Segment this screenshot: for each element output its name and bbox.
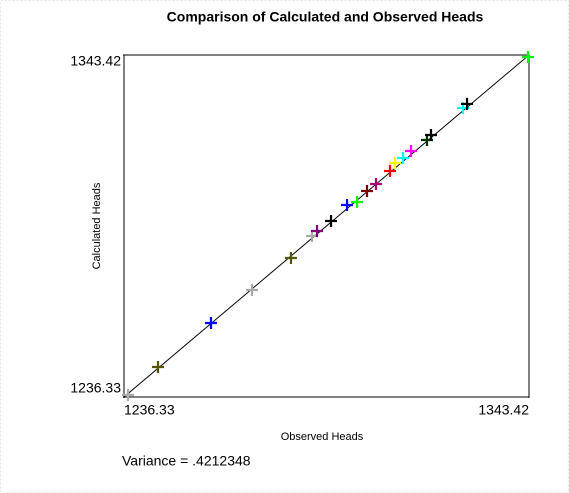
x-tick-label: 1236.33: [124, 402, 175, 418]
data-point: [325, 215, 338, 228]
data-point: [284, 252, 297, 265]
data-point: [151, 361, 164, 374]
chart-title: Comparison of Calculated and Observed He…: [167, 9, 484, 25]
data-point: [384, 165, 397, 178]
data-point: [351, 196, 364, 208]
data-point: [370, 178, 383, 191]
x-tick-label: 1343.42: [478, 402, 529, 418]
data-point: [389, 157, 402, 170]
data-point: [311, 224, 324, 237]
y-tick-label: 1343.42: [70, 53, 121, 69]
data-point: [405, 144, 418, 157]
data-point: [341, 199, 354, 212]
reference-line: [123, 54, 530, 398]
data-point: [425, 129, 438, 142]
data-point: [397, 152, 410, 165]
data-point: [361, 185, 374, 198]
data-point: [461, 97, 474, 110]
data-point: [521, 51, 534, 64]
x-axis-label: Observed Heads: [281, 431, 364, 443]
data-point: [245, 284, 258, 297]
y-tick-label: 1236.33: [70, 380, 121, 396]
data-point: [122, 388, 135, 401]
data-point: [204, 317, 217, 330]
y-axis-label: Calculated Heads: [91, 182, 103, 269]
annotation: Variance = .4212348: [122, 453, 251, 469]
